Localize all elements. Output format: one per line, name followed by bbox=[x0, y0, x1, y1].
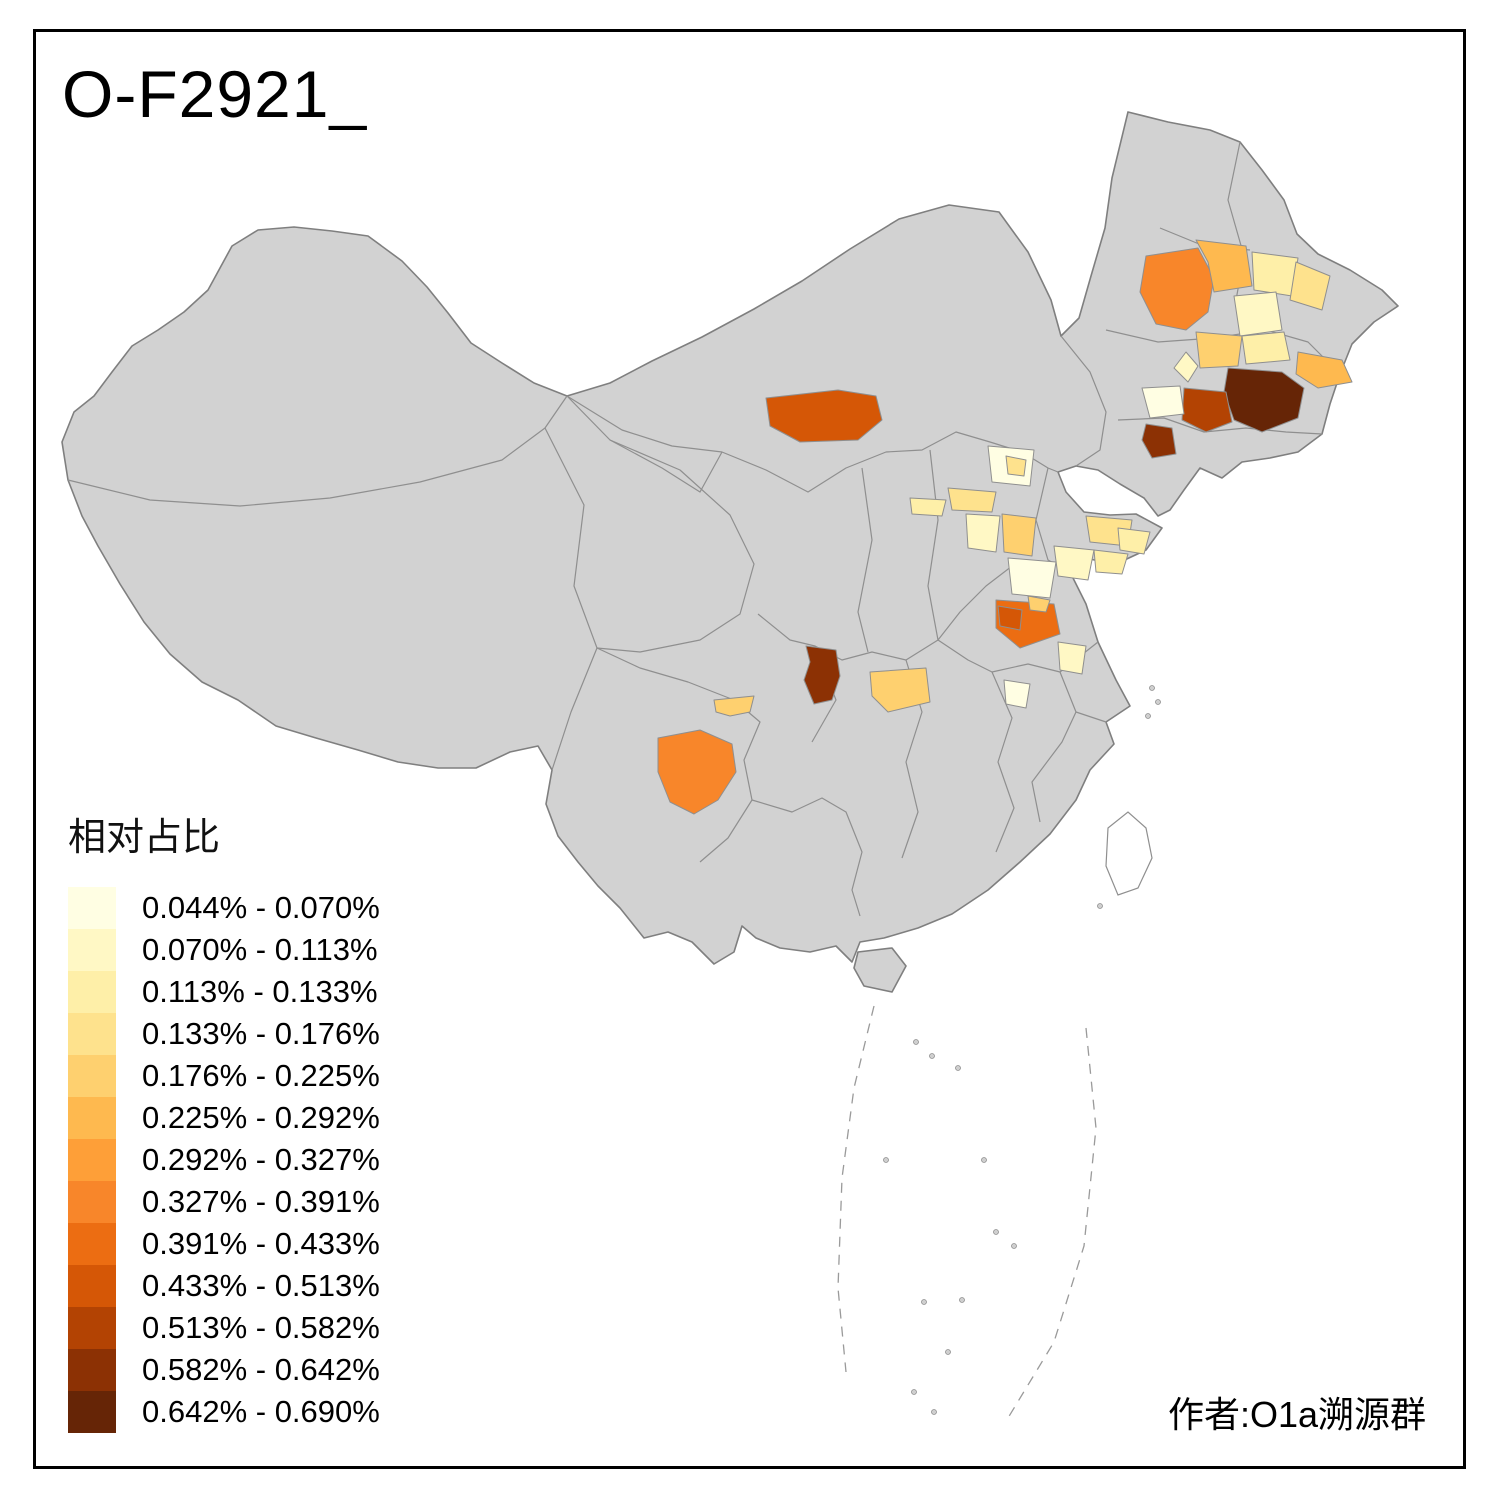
legend-swatch bbox=[68, 971, 116, 1013]
map-region bbox=[965, 513, 1001, 553]
legend-row: 0.582% - 0.642% bbox=[68, 1349, 380, 1391]
legend-label: 0.391% - 0.433% bbox=[142, 1226, 380, 1261]
hainan-island bbox=[853, 947, 907, 993]
legend-label: 0.513% - 0.582% bbox=[142, 1310, 380, 1345]
map-region bbox=[1117, 527, 1151, 555]
taiwan-island bbox=[1105, 811, 1153, 896]
attribution: 作者:O1a溯源群 bbox=[1167, 1394, 1426, 1435]
legend: 相对占比 0.044% - 0.070% 0.070% - 0.113% 0.113… bbox=[68, 806, 380, 1433]
map-region bbox=[1233, 291, 1283, 337]
legend-swatch bbox=[68, 1139, 116, 1181]
legend-swatch bbox=[68, 1391, 116, 1433]
map-region bbox=[1241, 331, 1291, 365]
legend-label: 0.133% - 0.176% bbox=[142, 1016, 380, 1051]
legend-row: 0.044% - 0.070% bbox=[68, 887, 380, 929]
legend-row: 0.133% - 0.176% bbox=[68, 1013, 380, 1055]
legend-label: 0.642% - 0.690% bbox=[142, 1394, 380, 1429]
legend-swatch bbox=[68, 929, 116, 971]
map-region bbox=[1001, 513, 1037, 557]
map-region bbox=[1141, 423, 1177, 459]
sea-islands bbox=[883, 685, 1161, 1415]
legend-label: 0.327% - 0.391% bbox=[142, 1184, 380, 1219]
map-region bbox=[1053, 545, 1095, 581]
map-region bbox=[713, 695, 755, 717]
map-region bbox=[1173, 351, 1199, 383]
map-region bbox=[1195, 239, 1253, 293]
plot-title: O-F2921_ bbox=[62, 57, 368, 131]
map-region bbox=[1195, 331, 1243, 369]
legend-swatch bbox=[68, 1265, 116, 1307]
map-region bbox=[947, 487, 997, 513]
map-region bbox=[657, 729, 737, 815]
map-region bbox=[869, 667, 931, 713]
legend-swatch bbox=[68, 1013, 116, 1055]
legend-label: 0.292% - 0.327% bbox=[142, 1142, 380, 1177]
map-region bbox=[1027, 595, 1051, 613]
legend-row: 0.176% - 0.225% bbox=[68, 1055, 380, 1097]
legend-row: 0.113% - 0.133% bbox=[68, 971, 380, 1013]
legend-label: 0.176% - 0.225% bbox=[142, 1058, 380, 1093]
map-region bbox=[1295, 351, 1353, 389]
legend-row: 0.391% - 0.433% bbox=[68, 1223, 380, 1265]
legend-swatch bbox=[68, 887, 116, 929]
map-region bbox=[1093, 549, 1129, 575]
map-region bbox=[803, 645, 841, 705]
legend-row: 0.433% - 0.513% bbox=[68, 1265, 380, 1307]
map-region bbox=[1057, 641, 1087, 675]
legend-swatch bbox=[68, 1223, 116, 1265]
map-region bbox=[765, 389, 883, 443]
legend-row: 0.070% - 0.113% bbox=[68, 929, 380, 971]
map-region bbox=[1289, 261, 1331, 311]
legend-row: 0.513% - 0.582% bbox=[68, 1307, 380, 1349]
map-region bbox=[1141, 385, 1185, 419]
map-region bbox=[997, 605, 1023, 631]
map-region bbox=[1003, 679, 1031, 709]
legend-label: 0.225% - 0.292% bbox=[142, 1100, 380, 1135]
legend-label: 0.113% - 0.133% bbox=[142, 974, 378, 1009]
south-china-sea-boundary bbox=[837, 1005, 1097, 1419]
legend-label: 0.433% - 0.513% bbox=[142, 1268, 380, 1303]
legend-row: 0.642% - 0.690% bbox=[68, 1391, 380, 1433]
legend-row: 0.225% - 0.292% bbox=[68, 1097, 380, 1139]
legend-title: 相对占比 bbox=[68, 817, 221, 859]
map-region bbox=[1251, 251, 1299, 297]
legend-label: 0.582% - 0.642% bbox=[142, 1352, 380, 1387]
legend-row: 0.327% - 0.391% bbox=[68, 1181, 380, 1223]
legend-swatch bbox=[68, 1181, 116, 1223]
legend-swatch bbox=[68, 1349, 116, 1391]
china-mainland bbox=[61, 111, 1399, 965]
legend-row: 0.292% - 0.327% bbox=[68, 1139, 380, 1181]
legend-swatch bbox=[68, 1307, 116, 1349]
legend-swatch bbox=[68, 1097, 116, 1139]
colored-regions bbox=[657, 239, 1353, 815]
map-region bbox=[1005, 455, 1027, 477]
legend-rows: 0.044% - 0.070% 0.070% - 0.113% 0.113% - 0… bbox=[68, 887, 380, 1433]
legend-swatch bbox=[68, 1055, 116, 1097]
map-region bbox=[909, 497, 947, 517]
map-region bbox=[1007, 557, 1057, 599]
legend-label: 0.070% - 0.113% bbox=[142, 932, 378, 967]
legend-label: 0.044% - 0.070% bbox=[142, 890, 380, 925]
map-region bbox=[1139, 247, 1215, 331]
